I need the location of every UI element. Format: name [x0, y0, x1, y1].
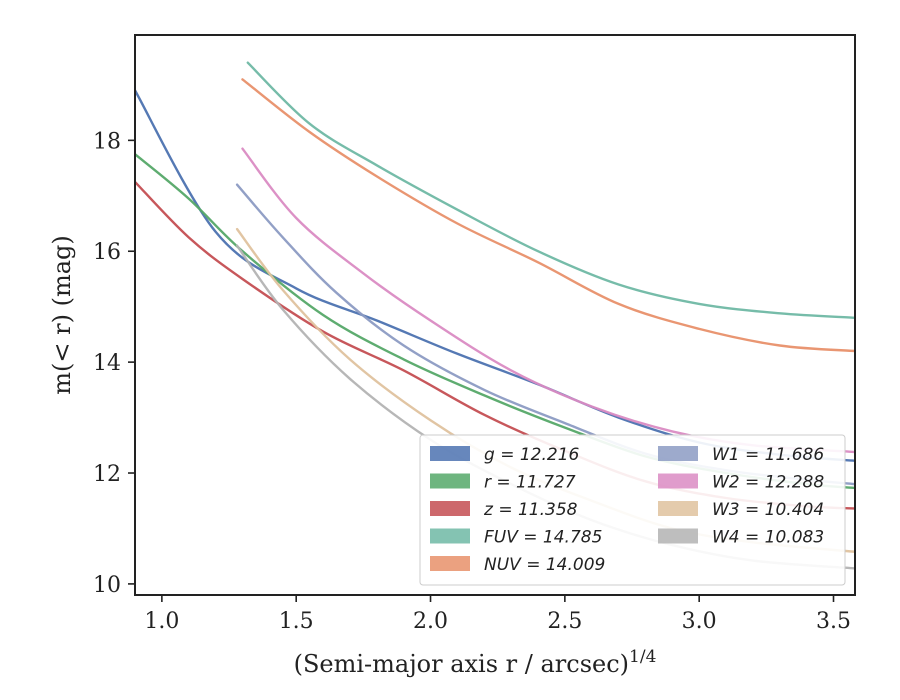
- ticks-layer: 1.0 1.5 2.0 2.5 3.0 3.5 10 12 14 16 18: [93, 129, 851, 634]
- legend-swatch-9: [658, 528, 698, 544]
- y-tick-label-5: 18: [93, 129, 121, 154]
- legend-swatch-7: [658, 473, 698, 489]
- x-tick-label-1: 1.0: [144, 609, 179, 634]
- legend-label-6: W1 = 11.686: [712, 445, 824, 465]
- legend-label-8: W3 = 10.404: [712, 500, 824, 520]
- y-tick-label-4: 16: [93, 240, 121, 265]
- legend-label-2: r = 11.727: [484, 473, 576, 493]
- legend-label-1: g = 12.216: [484, 445, 580, 465]
- x-axis-title: (Semi-major axis r / arcsec)1/4: [294, 647, 657, 678]
- legend-swatch-5: [430, 556, 470, 571]
- y-tick-label-3: 14: [93, 351, 121, 376]
- x-tick-label-2: 1.5: [279, 609, 314, 634]
- legend-label-3: z = 11.358: [483, 500, 578, 520]
- x-tick-label-4: 2.5: [547, 609, 582, 634]
- y-axis-title: m(< r) (mag): [48, 235, 76, 394]
- legend-swatch-8: [658, 501, 698, 516]
- series-line-7: [241, 147, 855, 454]
- legend-label-7: W2 = 12.288: [712, 473, 824, 493]
- legend-label-4: FUV = 14.785: [484, 528, 602, 548]
- series-line-4: [246, 61, 855, 319]
- x-tick-label-3: 2.0: [413, 609, 448, 634]
- legend: g = 12.216 r = 11.727 z = 11.358 FUV = 14.7…: [419, 434, 846, 586]
- legend-label-9: W4 = 10.083: [712, 528, 824, 548]
- series-line-5: [241, 78, 855, 353]
- x-tick-label-6: 3.5: [816, 609, 851, 634]
- legend-box: [419, 434, 846, 586]
- x-tick-label-5: 3.0: [682, 609, 717, 634]
- legend-swatch-1: [430, 446, 470, 461]
- legend-swatch-6: [658, 446, 698, 461]
- x-axis-title-text: (Semi-major axis r / arcsec): [294, 650, 629, 678]
- legend-label-5: NUV = 14.009: [484, 555, 605, 575]
- legend-swatch-2: [430, 473, 470, 489]
- series-line-1: [135, 89, 855, 462]
- legend-swatch-4: [430, 528, 470, 544]
- legend-swatch-3: [430, 501, 470, 516]
- y-tick-label-1: 10: [93, 573, 121, 598]
- plot-frame: [134, 34, 856, 596]
- x-axis-title-superscript: 1/4: [629, 647, 656, 667]
- y-tick-label-2: 12: [93, 462, 121, 487]
